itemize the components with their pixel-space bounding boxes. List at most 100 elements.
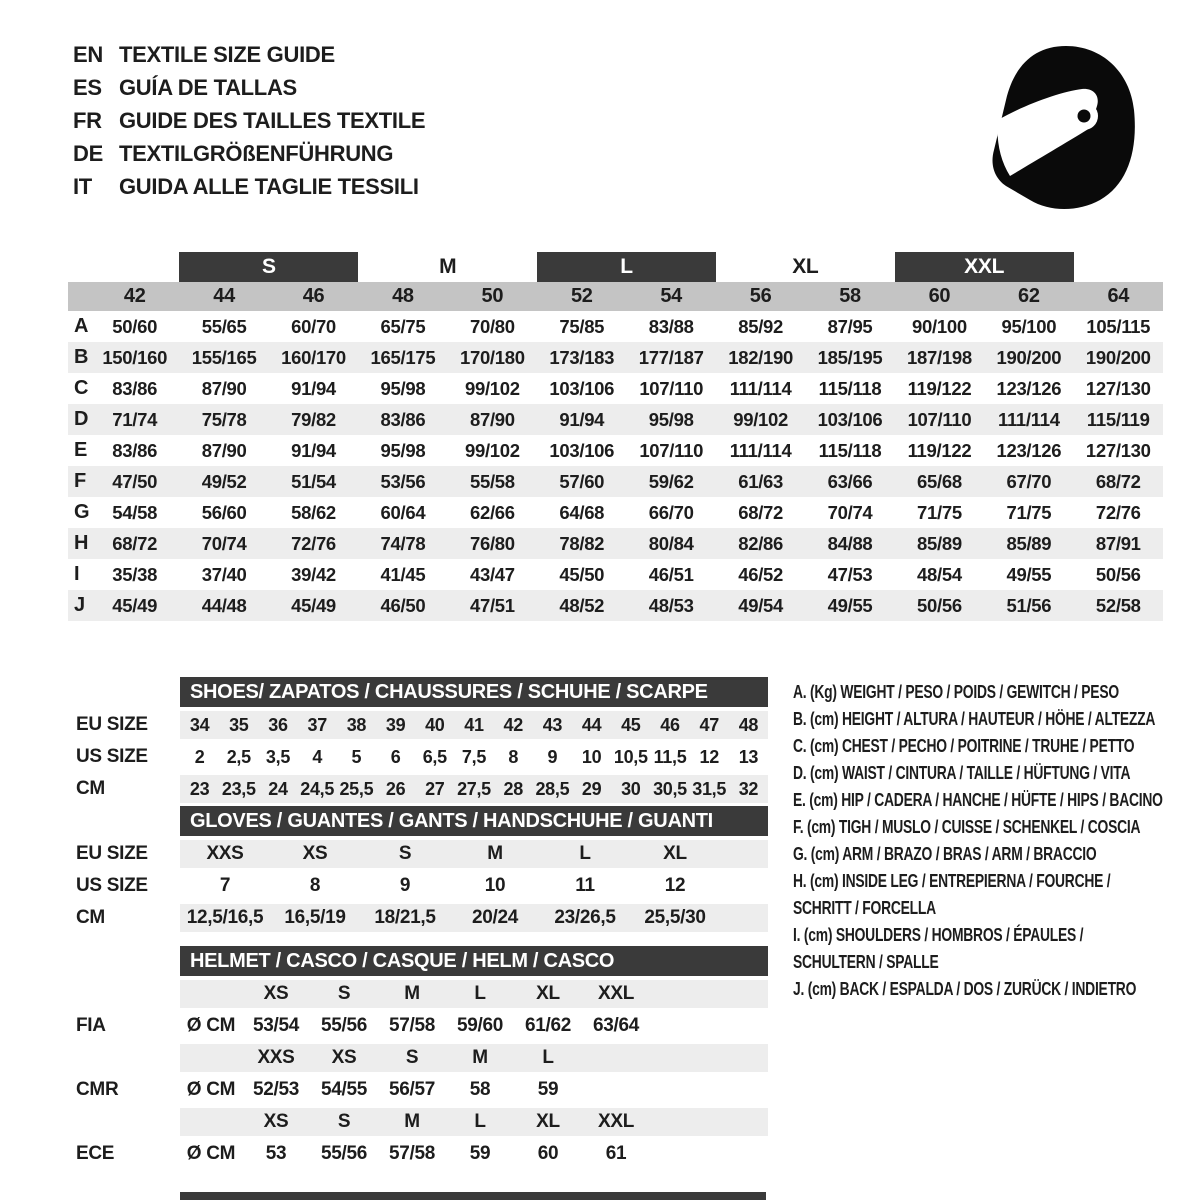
shoe-size-value: 36 xyxy=(268,715,288,735)
size-value: 79/82 xyxy=(291,409,336,430)
glove-size-value: 10 xyxy=(484,875,506,896)
glove-size-value: 16,5/19 xyxy=(284,907,346,928)
helmet-size-label: XL xyxy=(536,1111,560,1132)
size-value: 111/114 xyxy=(998,409,1060,430)
helmet-size-value: 55/56 xyxy=(320,1015,368,1036)
size-value: 50/56 xyxy=(1095,564,1141,585)
textile-size-table: S M L XL XXL 42 44 46 48 50 52 54 56 58 60 62 64 A 5… xyxy=(68,252,1163,621)
size-value: 46/52 xyxy=(738,564,784,585)
size-value: 75/85 xyxy=(559,316,605,337)
shoe-size-value: 7,5 xyxy=(461,747,487,767)
size-column-header: 62 xyxy=(1018,285,1040,307)
size-column-header: 50 xyxy=(481,285,504,307)
language-code: FR xyxy=(73,108,102,133)
glove-size-value: 25,5/30 xyxy=(644,907,706,928)
size-band-l: L xyxy=(537,252,716,282)
helmet-size-label: L xyxy=(474,1111,486,1132)
column-header-spacer xyxy=(68,282,90,311)
gloves-section-header: GLOVES / GUANTES / GANTS / HANDSCHUHE / … xyxy=(180,806,768,836)
glove-size-value: XL xyxy=(663,843,687,864)
shoe-size-value: 39 xyxy=(385,715,406,735)
size-value: 83/86 xyxy=(112,440,158,461)
row-letter: C xyxy=(74,377,89,399)
size-value: 90/100 xyxy=(912,316,967,337)
size-row: CM 12,5/16,5 16,5/19 18/21,5 20/24 23/26,5 25,… xyxy=(68,904,768,932)
helmet-size-value: 57/58 xyxy=(388,1015,436,1036)
size-band-xxl: XXL xyxy=(894,252,1074,282)
row-values: 7 8 9 10 11 12 xyxy=(180,872,768,900)
helmet-size-label: S xyxy=(405,1047,419,1068)
size-value: 83/86 xyxy=(380,409,426,430)
row-values: 2 2,5 3,5 4 5 6 6,5 7,5 8 9 10 10,5 11,5 12 13 xyxy=(180,743,768,771)
size-value: 48/54 xyxy=(917,564,962,585)
measurement-row: H 68/72 70/74 72/76 74/78 76/80 78/82 80/84 82/8… xyxy=(68,528,1163,559)
size-value: 87/90 xyxy=(469,409,515,430)
glove-size-value: 7 xyxy=(219,875,231,896)
size-value: 65/75 xyxy=(380,316,426,337)
size-value: 111/114 xyxy=(729,378,792,399)
size-value: 187/198 xyxy=(907,347,972,368)
glove-size-value: L xyxy=(579,843,591,864)
column-header-row: 42 44 46 48 50 52 54 56 58 60 62 64 xyxy=(68,282,1163,311)
helmet-size-value: 53/54 xyxy=(252,1015,300,1036)
row-values: 23 23,5 24 24,5 25,5 26 27 27,5 28 28,5 29 30 30,5 31… xyxy=(180,775,768,803)
size-value: 87/90 xyxy=(201,440,247,461)
size-value: 95/98 xyxy=(648,409,694,430)
shoes-size-table: SHOES/ ZAPATOS / CHAUSSURES / SCHUHE / S… xyxy=(68,677,768,803)
shoe-size-value: 6,5 xyxy=(422,747,447,767)
shoe-size-value: 30 xyxy=(621,779,641,799)
size-value: 87/90 xyxy=(201,378,247,399)
size-value: 64/68 xyxy=(559,502,605,523)
row-values: 34 35 36 37 38 39 40 41 42 43 44 45 46 47 48 xyxy=(180,711,768,739)
size-value: 50/56 xyxy=(917,595,962,616)
legend-line: SCHULTERN / SPALLE xyxy=(793,952,939,972)
legend-line: I. (cm) SHOULDERS / HOMBROS / ÉPAULES / xyxy=(793,925,1084,945)
shoe-size-value: 2,5 xyxy=(226,747,251,767)
language-title: TEXTILE SIZE GUIDE xyxy=(119,42,335,67)
size-value: 74/78 xyxy=(380,533,426,554)
size-value: 54/58 xyxy=(112,502,158,523)
measurement-legend: A. (Kg) WEIGHT / PESO / POIDS / GEWITCH … xyxy=(793,679,1178,1003)
helmet-size-value: 57/58 xyxy=(388,1143,436,1164)
language-row: IT GUIDA ALLE TAGLIE TESSILI xyxy=(73,170,425,203)
row-label-spacer xyxy=(68,1044,180,1072)
size-value: 99/102 xyxy=(464,440,520,461)
helmet-section-header: HELMET / CASCO / CASQUE / HELM / CASCO xyxy=(180,946,768,976)
size-value: 78/82 xyxy=(559,533,605,554)
standard-label: CMR xyxy=(76,1079,119,1100)
helmet-size-value: 59 xyxy=(469,1143,491,1164)
size-row: EU SIZE 34 35 36 37 38 39 40 41 42 43 44 45 46 47 48 xyxy=(68,711,768,739)
size-column-header: 58 xyxy=(839,285,861,307)
helmet-size-label: L xyxy=(474,983,486,1004)
glove-size-value: 12 xyxy=(664,875,686,896)
truncated-section-bar xyxy=(180,1192,766,1200)
size-value: 85/89 xyxy=(1006,533,1052,554)
size-value: 49/55 xyxy=(827,595,873,616)
legend-item: C. (cm) CHEST / PECHO / POITRINE / TRUHE… xyxy=(793,733,1178,760)
helmet-size-value: 52/53 xyxy=(252,1079,300,1100)
size-row: CM 23 23,5 24 24,5 25,5 26 27 27,5 28 28,5 29 30 30,5… xyxy=(68,775,768,803)
helmet-size-label: S xyxy=(337,983,351,1004)
size-value: 87/91 xyxy=(1095,533,1141,554)
size-value: 68/72 xyxy=(112,533,158,554)
size-value: 57/60 xyxy=(559,471,605,492)
language-row: EN TEXTILE SIZE GUIDE xyxy=(73,38,425,71)
shoe-size-value: 24 xyxy=(268,779,288,799)
size-value: 46/50 xyxy=(380,595,426,616)
size-row: US SIZE 7 8 9 10 11 12 xyxy=(68,872,768,900)
shoe-size-value: 38 xyxy=(346,715,367,735)
measurement-row: A 50/60 55/65 60/70 65/75 70/80 75/85 83/88 85/9… xyxy=(68,311,1163,342)
row-label: EU SIZE xyxy=(76,714,148,735)
language-code: EN xyxy=(73,42,103,67)
row-values: XXS XS S M L XL xyxy=(180,840,768,868)
size-value: 173/183 xyxy=(549,347,615,368)
sizes-values: XS S M L XL XXL xyxy=(180,980,768,1008)
size-value: 72/76 xyxy=(1095,502,1141,523)
size-value: 47/50 xyxy=(112,471,158,492)
size-value: 60/64 xyxy=(380,502,426,523)
row-label: US SIZE xyxy=(76,875,148,896)
legend-item: A. (Kg) WEIGHT / PESO / POIDS / GEWITCH … xyxy=(793,679,1178,706)
size-value: 51/56 xyxy=(1006,595,1052,616)
size-value: 37/40 xyxy=(201,564,247,585)
